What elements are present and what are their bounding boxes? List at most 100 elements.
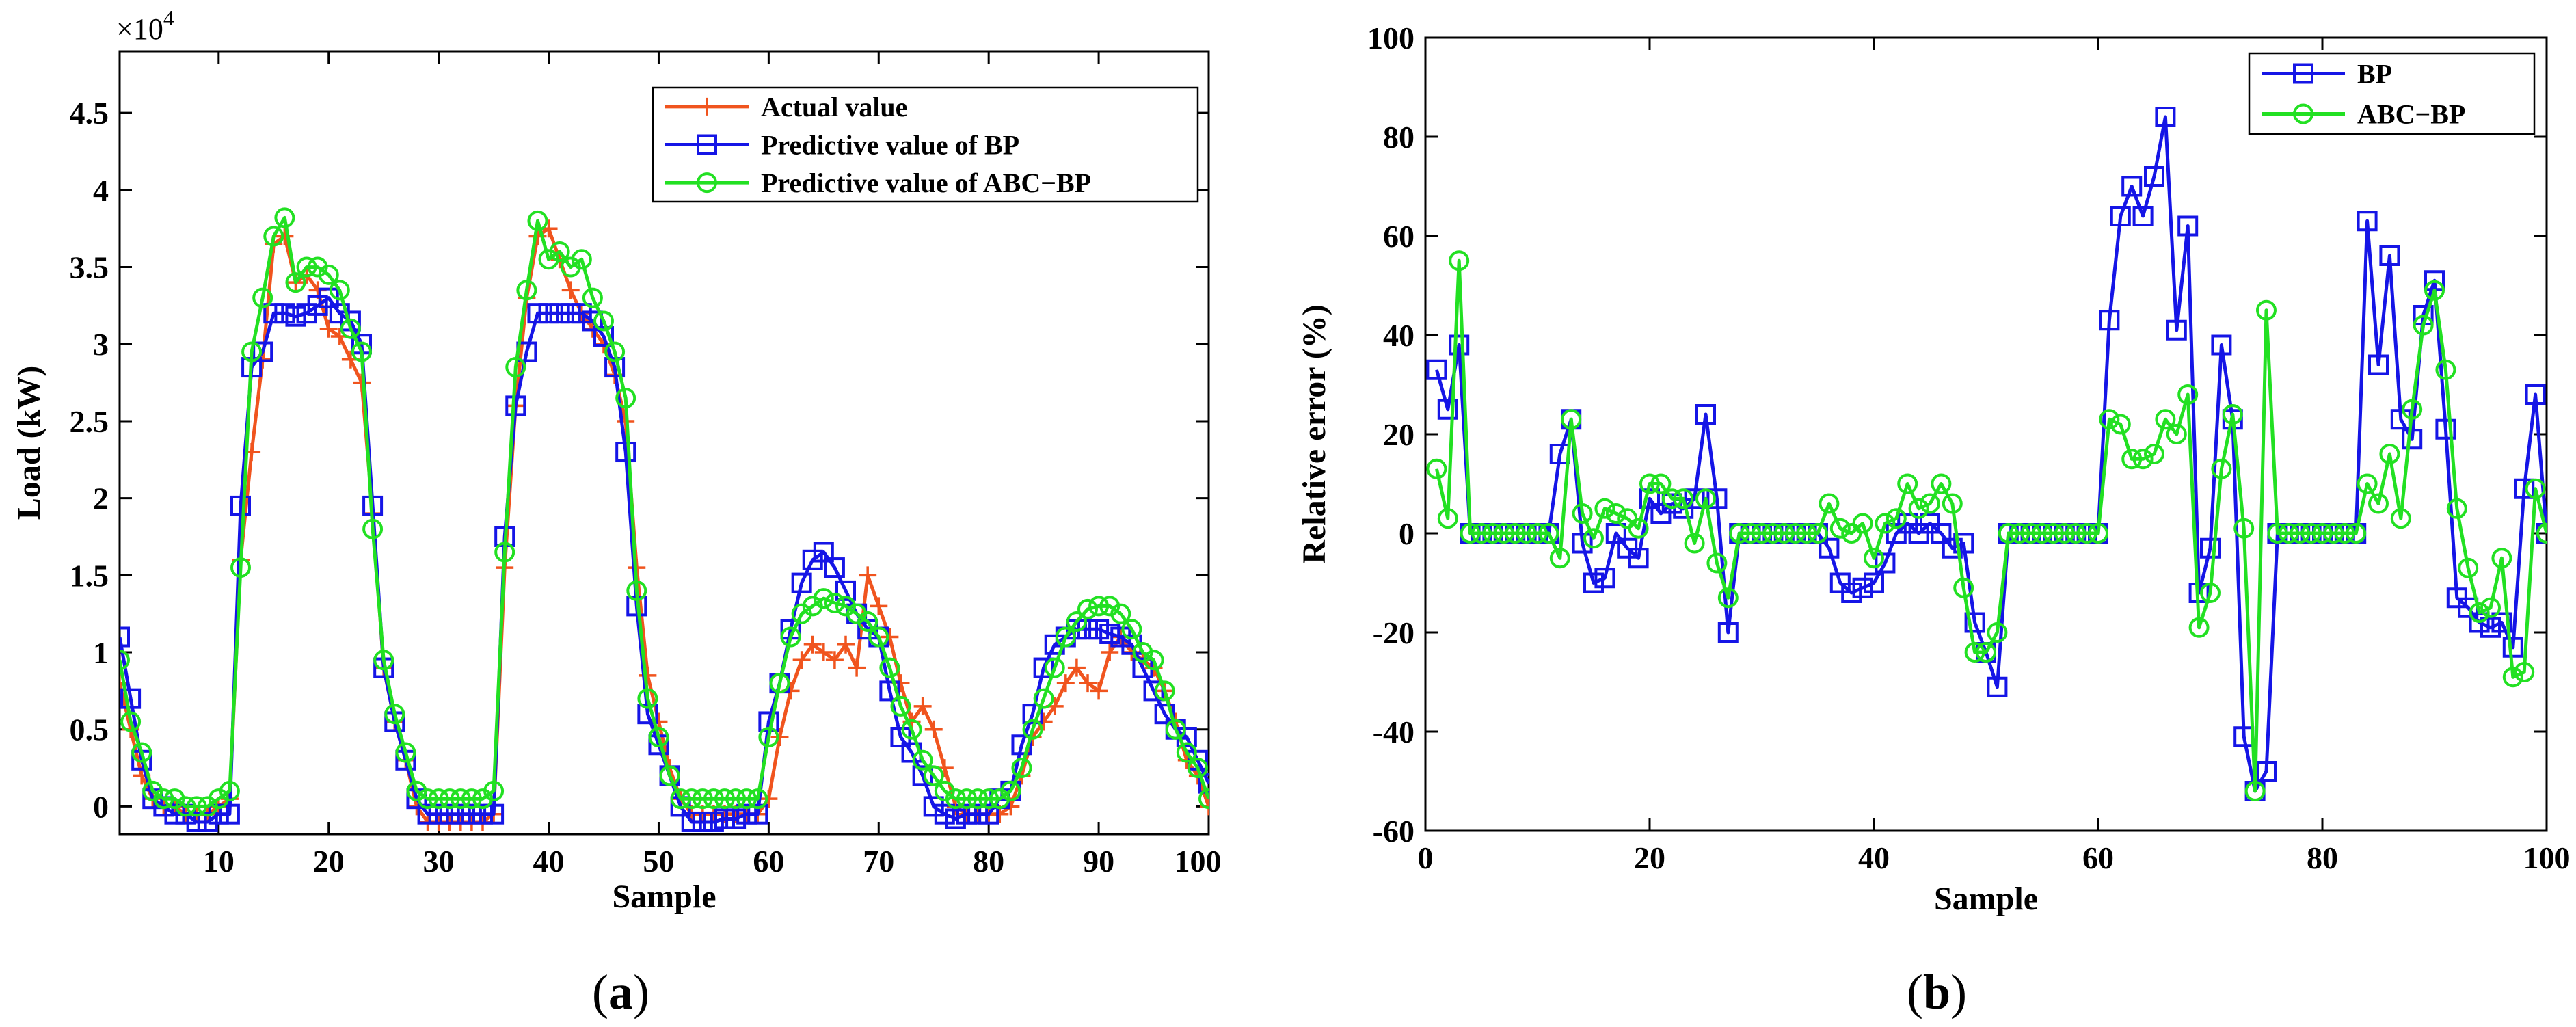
- data-point: [276, 227, 294, 245]
- data-point: [1066, 611, 1087, 632]
- data-point: [1852, 577, 1873, 598]
- y-tick-label: 1: [93, 635, 109, 670]
- data-point: [1987, 622, 2008, 643]
- data-point: [2379, 245, 2400, 266]
- data-point: [934, 803, 955, 825]
- data-point: [252, 287, 273, 308]
- data-point: [1964, 612, 1985, 633]
- y-tick-label: -20: [1373, 615, 1414, 650]
- data-point: [2446, 498, 2467, 519]
- data-point: [461, 788, 482, 810]
- caption-open: (: [1907, 965, 1923, 1019]
- data-point: [2132, 206, 2154, 226]
- data-point: [120, 650, 130, 671]
- data-point: [373, 650, 394, 671]
- data-point: [439, 788, 460, 810]
- data-point: [758, 727, 779, 748]
- y-tick-label: 0: [93, 789, 109, 824]
- legend-entry: BP: [2357, 59, 2392, 90]
- data-point: [736, 788, 757, 810]
- data-point: [1583, 572, 1604, 593]
- x-tick-label: 20: [313, 844, 345, 879]
- data-point: [2211, 334, 2232, 356]
- data-point: [1099, 623, 1121, 644]
- data-point: [285, 306, 306, 327]
- data-point: [296, 256, 317, 278]
- data-point: [956, 803, 977, 825]
- data-point: [1460, 523, 1481, 544]
- data-point: [2222, 404, 2243, 425]
- data-point: [1808, 523, 1828, 544]
- data-point: [2290, 523, 2311, 544]
- data-point: [859, 566, 877, 585]
- data-point: [769, 673, 790, 694]
- data-point: [1706, 552, 1728, 574]
- data-point: [1740, 523, 1761, 544]
- x-tick-label: 90: [1083, 844, 1114, 879]
- data-point: [791, 572, 812, 593]
- caption-open: (: [592, 965, 608, 1019]
- data-point: [637, 688, 658, 709]
- legend: BP ABC−BP: [2248, 52, 2536, 135]
- data-point: [1022, 719, 1043, 740]
- caption-letter: a: [608, 965, 633, 1019]
- data-point: [1594, 498, 1615, 519]
- x-tick-label: 10: [203, 844, 234, 879]
- data-point: [956, 788, 977, 810]
- data-point: [2200, 537, 2221, 559]
- data-point: [1165, 719, 1186, 740]
- data-point: [813, 542, 834, 563]
- legend-marker: [697, 134, 717, 155]
- plot-area-frame: [118, 50, 1210, 836]
- data-point: [825, 651, 844, 669]
- data-point: [1785, 523, 1806, 544]
- data-point: [1079, 674, 1097, 693]
- data-point: [1942, 493, 1963, 514]
- x-axis-label: Sample: [1934, 881, 2038, 917]
- y-tick-label: 20: [1383, 417, 1414, 452]
- data-point: [824, 557, 845, 578]
- data-point: [219, 803, 240, 825]
- data-point: [417, 788, 438, 810]
- data-point: [637, 704, 658, 725]
- data-point: [2424, 280, 2445, 301]
- legend-entry: ABC−BP: [2357, 99, 2465, 130]
- caption-close: ): [1950, 965, 1967, 1019]
- data-point: [868, 626, 889, 648]
- x-tick-label: 30: [423, 844, 455, 879]
- data-point: [428, 788, 449, 810]
- data-point: [1176, 742, 1197, 763]
- data-point: [2110, 414, 2131, 435]
- data-point: [318, 264, 339, 285]
- data-point: [725, 788, 747, 810]
- data-point: [175, 796, 196, 817]
- data-point: [2491, 548, 2512, 569]
- data-point: [2200, 583, 2221, 603]
- data-point: [219, 780, 240, 801]
- y-tick-label: -40: [1373, 715, 1414, 749]
- data-point: [813, 588, 834, 609]
- data-point: [615, 388, 636, 409]
- data-point: [1987, 676, 2008, 697]
- data-point: [967, 788, 989, 810]
- data-point: [2144, 444, 2164, 464]
- data-point: [703, 811, 724, 832]
- data-point: [923, 765, 944, 786]
- data-point: [2166, 319, 2187, 341]
- data-point: [2312, 523, 2333, 544]
- data-point: [2076, 523, 2097, 544]
- data-point: [1864, 572, 1884, 593]
- y-tick-label: 3: [93, 327, 109, 362]
- data-point: [814, 643, 833, 662]
- y-tick-label: 80: [1383, 120, 1414, 155]
- data-point: [1931, 523, 1952, 544]
- panel-caption: (a): [592, 965, 649, 1019]
- data-point: [2244, 781, 2266, 801]
- y-tick-label: 1.5: [70, 558, 109, 593]
- data-point: [1426, 359, 1447, 380]
- data-point: [319, 319, 338, 338]
- data-point: [1549, 548, 1570, 569]
- x-tick-label: 20: [1634, 840, 1665, 875]
- data-point: [881, 628, 899, 646]
- data-point: [681, 788, 702, 810]
